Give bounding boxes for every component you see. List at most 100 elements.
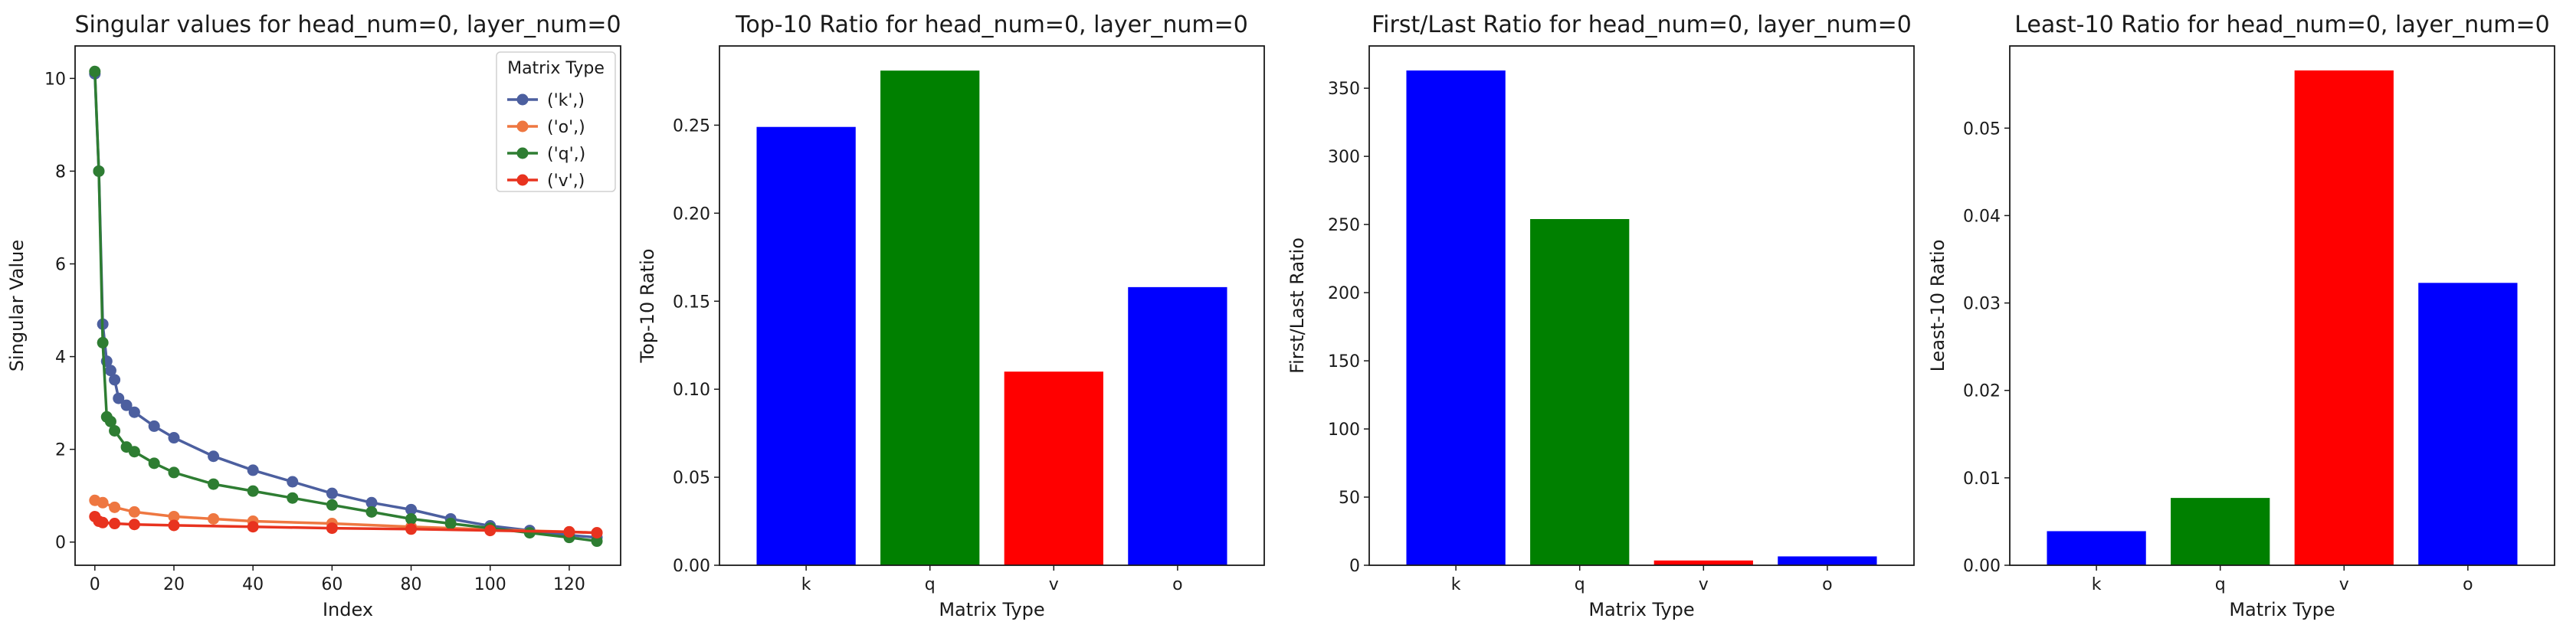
- x-tick-label: 20: [163, 575, 185, 594]
- data-point: [148, 420, 160, 432]
- y-tick-label: 0.00: [1963, 557, 2001, 576]
- x-tick-label: k: [1451, 575, 1461, 594]
- x-tick-label: q: [2215, 575, 2226, 594]
- y-tick-label: 0.05: [673, 469, 710, 488]
- plot-area: [1368, 45, 1915, 566]
- x-tick-label: 40: [242, 575, 264, 594]
- data-point: [484, 525, 497, 537]
- data-point: [563, 525, 575, 538]
- legend: Matrix Type ('k',) ('o',) ('q',) ('v',): [496, 51, 616, 192]
- y-tick-label: 0: [55, 534, 66, 553]
- data-point: [168, 466, 180, 479]
- legend-marker: [516, 147, 529, 159]
- data-point: [208, 478, 220, 490]
- data-point: [326, 522, 338, 535]
- data-point: [591, 535, 603, 548]
- data-point: [365, 496, 378, 509]
- data-point: [128, 506, 140, 518]
- data-point: [287, 476, 299, 488]
- data-point: [104, 415, 116, 427]
- y-tick-label: 0.10: [673, 381, 710, 400]
- chart-1: Singular values for head_num=0, layer_nu…: [6, 11, 621, 620]
- bar-k: [756, 126, 856, 565]
- x-tick-label: q: [1575, 575, 1585, 594]
- data-point: [97, 516, 109, 528]
- data-point: [109, 501, 121, 513]
- data-point: [93, 165, 105, 177]
- y-axis-label: Least-10 Ratio: [1927, 240, 1948, 372]
- data-point: [405, 523, 418, 535]
- data-point: [128, 446, 140, 458]
- y-tick-label: 0.15: [673, 293, 710, 312]
- bar-q: [880, 70, 980, 565]
- legend-label: ('q',): [547, 145, 585, 164]
- x-tick-label: 0: [90, 575, 100, 594]
- x-axis-label: Matrix Type: [1588, 599, 1694, 620]
- data-point: [89, 65, 101, 77]
- legend-marker: [516, 120, 529, 133]
- x-tick-label: o: [1822, 575, 1832, 594]
- bar-q: [1530, 219, 1630, 565]
- data-point: [247, 485, 259, 497]
- y-axis-label: First/Last Ratio: [1286, 237, 1308, 374]
- data-point: [405, 512, 418, 525]
- data-point: [109, 374, 121, 386]
- data-point: [128, 406, 140, 418]
- data-point: [148, 457, 160, 470]
- data-point: [97, 336, 109, 348]
- y-axis-label: Singular Value: [6, 240, 28, 371]
- chart-title: First/Last Ratio for head_num=0, layer_n…: [1372, 11, 1912, 38]
- data-point: [365, 506, 378, 518]
- x-tick-label: 80: [401, 575, 422, 594]
- y-tick-label: 8: [55, 162, 66, 182]
- chart-2: Top-10 Ratio for head_num=0, layer_num=0…: [637, 11, 1265, 620]
- y-tick-label: 6: [55, 256, 66, 275]
- data-point: [168, 519, 180, 532]
- data-point: [168, 432, 180, 444]
- x-axis-label: Matrix Type: [2229, 599, 2335, 620]
- bar-k: [1406, 70, 1506, 565]
- x-tick-label: k: [801, 575, 811, 594]
- data-point: [247, 521, 259, 533]
- data-point: [97, 496, 109, 509]
- data-point: [109, 424, 121, 437]
- y-tick-label: 150: [1328, 352, 1360, 371]
- y-tick-label: 0.02: [1963, 382, 2001, 401]
- chart-title: Least-10 Ratio for head_num=0, layer_num…: [2014, 11, 2549, 38]
- y-tick-label: 0.05: [1963, 119, 2001, 139]
- y-tick-label: 2: [55, 441, 66, 460]
- bar-k: [2047, 531, 2146, 565]
- y-tick-label: 350: [1328, 80, 1360, 99]
- data-point: [591, 527, 603, 539]
- legend-marker: [516, 174, 529, 186]
- chart-title: Top-10 Ratio for head_num=0, layer_num=0: [735, 11, 1248, 38]
- chart-4: Least-10 Ratio for head_num=0, layer_num…: [1927, 11, 2555, 620]
- legend-label: ('o',): [547, 118, 585, 137]
- y-tick-label: 0.25: [673, 116, 710, 136]
- data-point: [128, 519, 140, 531]
- data-point: [405, 503, 418, 515]
- legend-label: ('k',): [547, 91, 585, 110]
- x-tick-label: o: [1172, 575, 1182, 594]
- bar-q: [2171, 498, 2270, 565]
- y-tick-label: 250: [1328, 216, 1360, 235]
- data-point: [326, 499, 338, 511]
- y-tick-label: 300: [1328, 148, 1360, 167]
- x-tick-label: 120: [553, 575, 585, 594]
- x-tick-label: v: [1049, 575, 1059, 594]
- data-point: [120, 399, 133, 411]
- y-tick-label: 0.20: [673, 205, 710, 224]
- legend-label: ('v',): [547, 172, 585, 191]
- data-point: [287, 492, 299, 504]
- y-tick-label: 0.01: [1963, 470, 2001, 489]
- y-tick-label: 100: [1328, 420, 1360, 440]
- data-point: [113, 392, 125, 404]
- bar-v: [1004, 371, 1103, 565]
- x-tick-label: 60: [321, 575, 342, 594]
- data-point: [109, 518, 121, 530]
- x-tick-label: q: [925, 575, 936, 594]
- x-tick-label: v: [2339, 575, 2349, 594]
- data-point: [104, 365, 116, 377]
- bar-o: [1128, 286, 1227, 565]
